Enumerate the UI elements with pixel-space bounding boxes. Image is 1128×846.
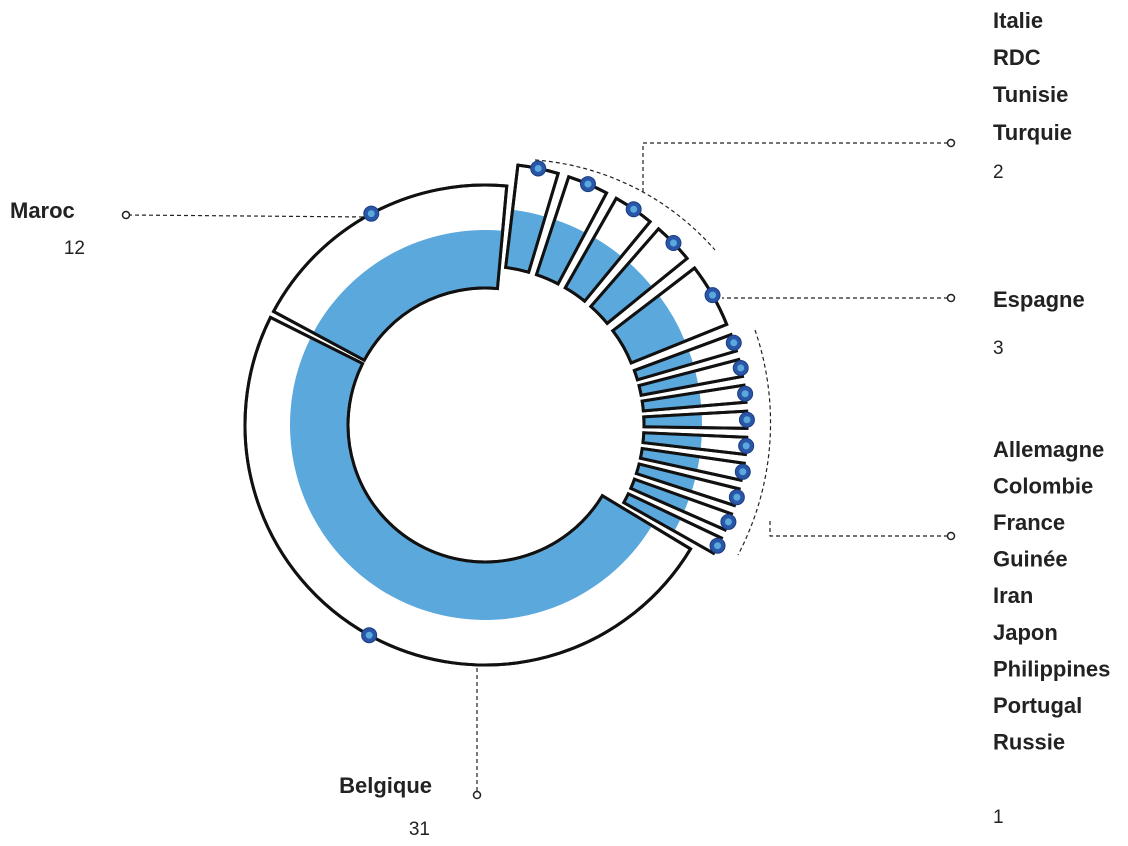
segment-fill	[642, 449, 700, 470]
segment-fill	[636, 351, 693, 379]
label: Colombie	[993, 473, 1093, 498]
leader-line	[769, 520, 948, 537]
segment-fill	[632, 480, 689, 511]
label: Portugal	[993, 693, 1082, 718]
leader-line	[127, 214, 369, 218]
marker-core	[737, 364, 745, 372]
segment-fill	[640, 372, 698, 394]
leader-line	[642, 142, 948, 195]
segment-fill	[506, 209, 544, 271]
label: Belgique	[339, 773, 432, 798]
value-label: 12	[64, 238, 85, 259]
value-label: 31	[409, 819, 430, 840]
label: Philippines	[993, 656, 1110, 681]
marker-core	[365, 631, 373, 639]
marker-core	[584, 180, 592, 188]
segment-fill	[537, 219, 585, 283]
marker-core	[714, 542, 722, 550]
label: Espagne	[993, 287, 1085, 312]
label: Japon	[993, 620, 1058, 645]
value-label: 2	[993, 162, 1004, 183]
label: Iran	[993, 583, 1033, 608]
segment-outline	[610, 265, 729, 365]
label: Allemagne	[993, 437, 1104, 462]
segment-fill	[592, 263, 652, 322]
leaders	[121, 138, 956, 800]
leader-end	[472, 790, 482, 800]
segment-outline	[271, 183, 509, 363]
marker-core	[630, 205, 638, 213]
marker-core	[733, 493, 741, 501]
segment-fill	[625, 495, 681, 530]
segment-outline	[243, 315, 693, 667]
marker-core	[743, 416, 751, 424]
marker-core	[669, 239, 677, 247]
segment-fill	[644, 433, 702, 448]
leader-end	[946, 531, 956, 541]
label: Russie	[993, 730, 1065, 755]
segment-fill	[290, 338, 652, 620]
value-label: 3	[993, 338, 1004, 359]
segment-fill	[645, 415, 702, 427]
segment-fill	[566, 238, 621, 300]
label: RDC	[993, 45, 1041, 70]
marker-core	[742, 442, 750, 450]
marker-core	[367, 210, 375, 218]
segment-fill	[638, 465, 696, 491]
leader-end	[946, 138, 956, 148]
marker-core	[709, 291, 717, 299]
value-label: 1	[993, 807, 1004, 828]
marker-core	[739, 468, 747, 476]
leader-end	[946, 293, 956, 303]
label: France	[993, 510, 1065, 535]
label: Italie	[993, 8, 1043, 33]
marker-core	[534, 164, 542, 172]
leader-end	[121, 210, 131, 220]
label: Turquie	[993, 120, 1072, 145]
marker-core	[730, 339, 738, 347]
label: Tunisie	[993, 82, 1068, 107]
label: Guinée	[993, 547, 1068, 572]
marker-core	[741, 390, 749, 398]
marker-core	[724, 518, 732, 526]
label: Maroc	[10, 198, 75, 223]
group-arc	[737, 329, 772, 556]
segment-fill	[614, 296, 685, 362]
segment-fill	[643, 393, 702, 410]
segment-fill	[313, 230, 502, 359]
